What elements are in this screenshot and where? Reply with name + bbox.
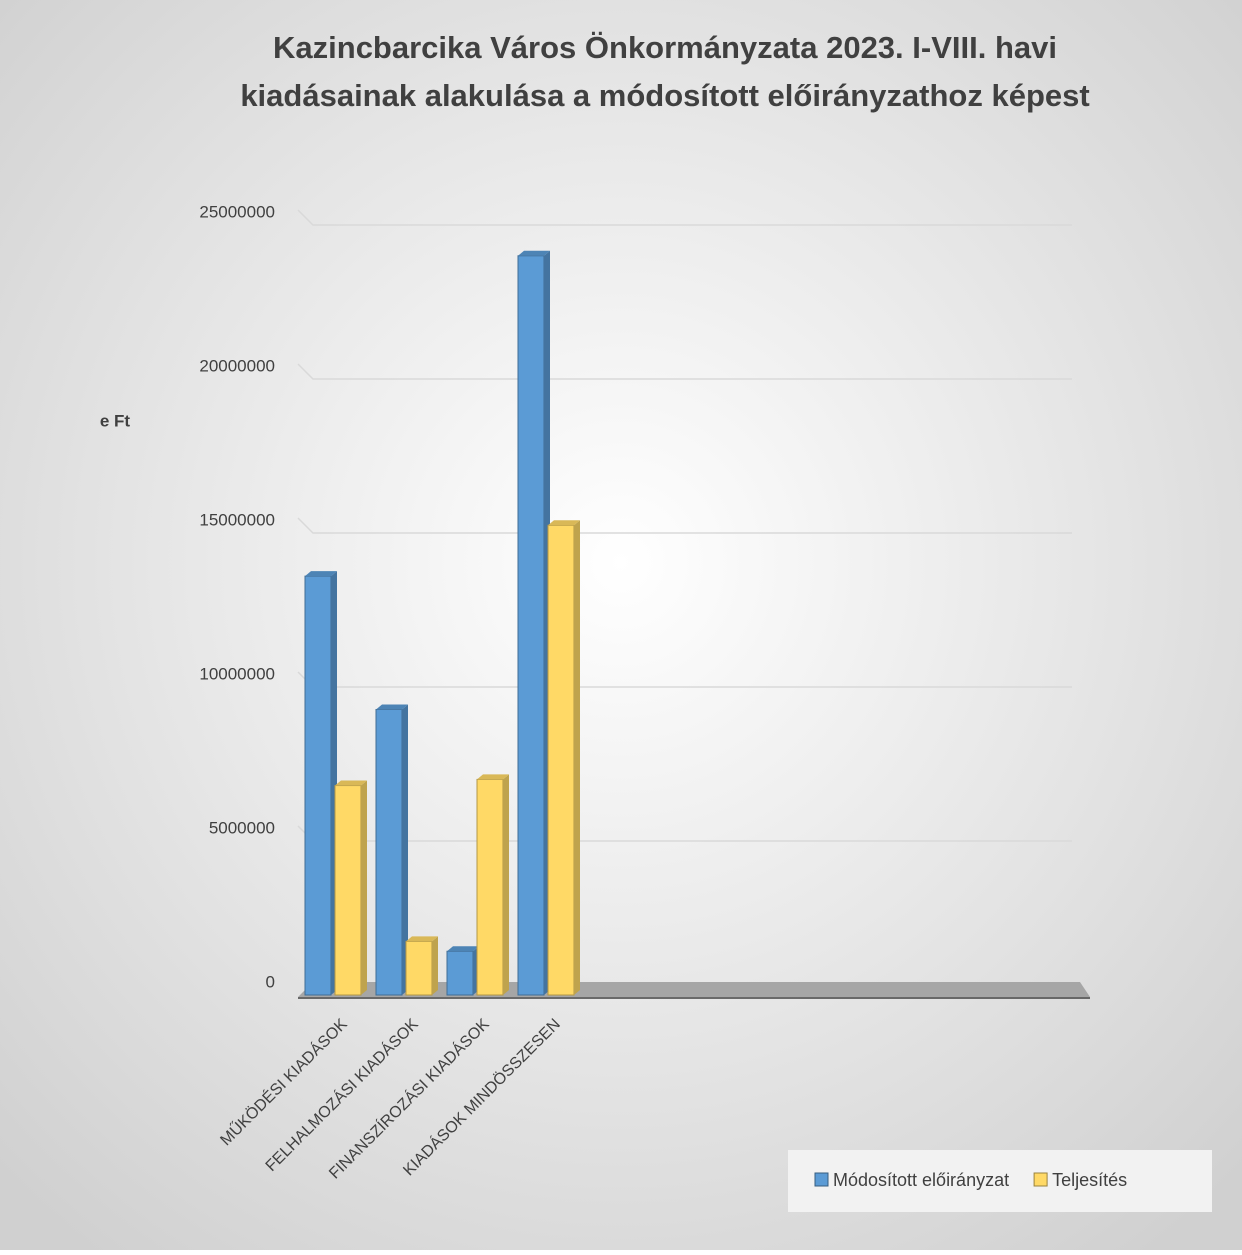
bar-face (405, 940, 433, 996)
bar (334, 780, 367, 996)
grid-line (297, 517, 1072, 534)
bar (547, 520, 580, 996)
bar (375, 704, 408, 996)
y-tick-label: 10000000 (199, 664, 275, 683)
y-tick-label: 20000000 (199, 356, 275, 375)
bar-face (376, 704, 408, 710)
legend-box (788, 1150, 1212, 1212)
bar-face (548, 520, 580, 526)
legend-label: Módosított előirányzat (833, 1170, 1009, 1190)
bar (517, 250, 550, 996)
bar-face (547, 524, 575, 996)
grid-line (297, 209, 1072, 226)
bar-face (375, 708, 403, 996)
y-tick-label: 25000000 (199, 202, 275, 221)
legend-swatch (814, 1172, 829, 1187)
bar-face (477, 774, 509, 780)
bar-face (305, 571, 337, 577)
chart-title: Kazincbarcika Város Önkormányzata 2023. … (273, 30, 1057, 65)
bar-face (503, 774, 509, 995)
bar (304, 571, 337, 996)
bar-face (574, 520, 580, 995)
bar (405, 936, 438, 996)
y-tick-label: 15000000 (199, 510, 275, 529)
bar-face (304, 575, 332, 996)
bar (476, 774, 509, 996)
bar-face (447, 946, 479, 952)
bar-face (361, 780, 367, 995)
y-tick-label: 0 (266, 972, 275, 991)
legend-swatch (1033, 1172, 1048, 1187)
bar-face (335, 780, 367, 786)
bar-face (406, 936, 438, 942)
bar-face (476, 778, 504, 996)
bar-face (517, 255, 545, 996)
bar-face (432, 936, 438, 995)
bar-face (402, 704, 408, 995)
bar-face (446, 950, 474, 996)
bar-face (334, 785, 362, 996)
bar-face (518, 250, 550, 256)
y-tick-label: 5000000 (209, 818, 275, 837)
y-axis-label: e Ft (100, 411, 131, 430)
legend-label: Teljesítés (1052, 1170, 1127, 1190)
bar (446, 946, 479, 996)
grid-line (297, 363, 1072, 380)
chart-subtitle: kiadásainak alakulása a módosított előir… (240, 78, 1089, 113)
